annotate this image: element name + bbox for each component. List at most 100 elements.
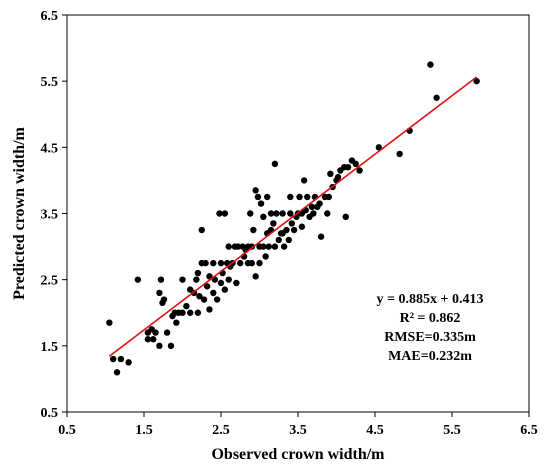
data-point <box>310 210 317 217</box>
data-point <box>110 355 117 363</box>
data-point <box>283 226 290 234</box>
data-point <box>316 200 323 207</box>
data-point <box>287 210 294 217</box>
data-point <box>257 200 265 207</box>
y-tick-label: 0.5 <box>41 406 59 421</box>
data-point <box>279 210 286 217</box>
x-tick-label: 3.5 <box>289 423 307 438</box>
data-point <box>134 276 142 283</box>
data-point <box>271 160 279 168</box>
y-tick-label: 2.5 <box>41 274 59 289</box>
data-point <box>225 243 232 250</box>
stats-annotation: y = 0.885x + 0.413 R² = 0.862 RMSE=0.335… <box>377 292 484 364</box>
data-point <box>198 226 205 234</box>
data-point <box>156 289 163 297</box>
data-point <box>234 243 242 250</box>
data-point <box>217 279 225 287</box>
data-point <box>342 213 349 221</box>
data-point <box>233 279 240 287</box>
data-point <box>173 319 180 326</box>
data-point <box>334 173 342 181</box>
data-point <box>304 193 311 201</box>
data-point <box>262 253 269 260</box>
data-point <box>217 259 225 267</box>
data-point <box>260 243 267 250</box>
data-point <box>267 210 275 217</box>
data-point <box>327 170 334 177</box>
data-point <box>200 296 208 303</box>
data-point <box>156 342 163 350</box>
r2-label: R² = 0.862 <box>400 311 461 326</box>
data-point <box>167 342 175 350</box>
data-point <box>285 236 292 244</box>
data-point <box>144 336 152 343</box>
data-point <box>352 160 359 168</box>
data-point <box>150 336 157 343</box>
data-point <box>202 259 209 267</box>
data-point <box>194 309 202 316</box>
data-point <box>308 203 316 211</box>
data-point <box>125 359 132 366</box>
data-point <box>252 273 259 280</box>
x-tick-label: 2.5 <box>212 423 230 438</box>
data-point <box>344 163 352 171</box>
data-point <box>300 177 308 184</box>
data-point <box>194 269 202 277</box>
data-point <box>264 193 271 201</box>
data-point <box>265 243 272 250</box>
data-point <box>179 309 186 316</box>
data-point <box>250 226 257 234</box>
data-points <box>106 61 480 376</box>
data-point <box>237 259 244 267</box>
data-point <box>179 276 186 283</box>
y-tick-label: 5.5 <box>41 75 59 90</box>
x-tick-label: 1.5 <box>135 423 153 438</box>
y-tick-label: 1.5 <box>41 340 59 355</box>
data-point <box>275 236 282 244</box>
equation-label: y = 0.885x + 0.413 <box>377 292 484 307</box>
data-point <box>203 283 211 290</box>
data-point <box>324 210 331 217</box>
data-point <box>256 259 263 267</box>
data-point <box>260 213 267 221</box>
data-point <box>271 243 279 250</box>
data-point <box>273 210 280 217</box>
y-tick-label: 4.5 <box>41 141 59 156</box>
data-point <box>280 243 288 250</box>
axis-ticks: 0.5 1.5 2.5 3.5 4.5 5.5 6.5 0.5 1.5 2.5 3.5 4.5 5.5 6… <box>41 9 538 438</box>
data-point <box>163 329 171 336</box>
data-point <box>206 306 213 313</box>
data-point <box>248 259 255 267</box>
data-point <box>113 369 121 376</box>
data-point <box>213 296 221 303</box>
y-axis-title: Predicted crown width/m <box>11 126 28 299</box>
regression-line <box>108 76 478 357</box>
data-point <box>193 276 200 283</box>
data-point <box>210 289 217 297</box>
y-tick-label: 6.5 <box>41 9 59 24</box>
data-point <box>427 61 434 68</box>
data-point <box>287 193 294 201</box>
data-point <box>221 286 229 293</box>
data-point <box>183 302 190 310</box>
data-point <box>298 223 306 230</box>
x-tick-label: 5.5 <box>443 423 461 438</box>
data-point <box>196 293 203 300</box>
data-point <box>433 94 440 101</box>
data-point <box>288 220 296 227</box>
data-point <box>375 144 383 151</box>
data-point <box>157 276 165 283</box>
data-point <box>396 150 403 158</box>
rmse-label: RMSE=0.335m <box>384 330 476 345</box>
data-point <box>290 226 298 234</box>
data-point <box>356 167 363 174</box>
data-point <box>187 309 194 316</box>
data-point <box>270 220 277 227</box>
x-axis-title: Observed crown width/m <box>211 446 385 463</box>
y-tick-label: 3.5 <box>41 208 59 223</box>
data-point <box>221 210 229 217</box>
data-point <box>152 329 159 336</box>
mae-label: MAE=0.232m <box>388 349 472 364</box>
